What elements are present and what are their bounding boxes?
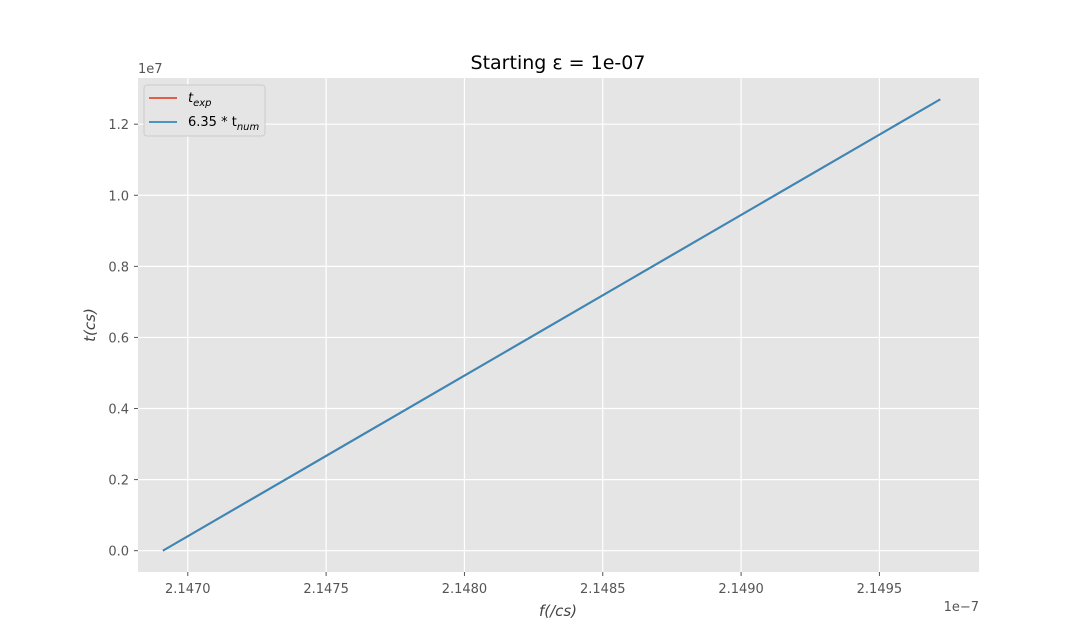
grid: [138, 78, 979, 572]
legend: texp 6.35 * tnum: [143, 84, 266, 137]
y-tick-label: 0.4: [108, 403, 129, 418]
x-tick-label: 2.1495: [857, 582, 903, 597]
y-tick-label: 0.0: [108, 545, 129, 560]
y-tick-label: 1.0: [108, 189, 129, 204]
x-offset-label: 1e−7: [944, 600, 979, 615]
y-axis-ticks: 0.0 0.2 0.4 0.6 0.8 1.0 1.2: [108, 118, 138, 560]
x-tick-label: 2.1485: [580, 582, 626, 597]
y-tick-label: 0.2: [108, 474, 129, 489]
x-tick-label: 2.1470: [165, 582, 211, 597]
x-tick-label: 2.1475: [303, 582, 349, 597]
y-tick-label: 0.6: [108, 331, 129, 346]
x-axis-label: f(/cs): [539, 602, 577, 620]
x-tick-label: 2.1490: [718, 582, 764, 597]
chart-title: Starting ε = 1e-07: [471, 52, 646, 74]
series-layer: [162, 98, 941, 552]
x-tick-label: 2.1480: [442, 582, 488, 597]
series-line-1: [162, 98, 941, 552]
x-axis-ticks: 2.1470 2.1475 2.1480 2.1485 2.1490 2.1495: [165, 572, 902, 597]
y-axis-label: t(cs): [81, 308, 99, 342]
legend-label-t-num: 6.35 * tnum: [188, 115, 259, 133]
y-offset-label: 1e7: [138, 62, 163, 77]
legend-label-t-exp: texp: [188, 91, 212, 109]
plot-area: [138, 78, 979, 572]
y-tick-label: 0.8: [108, 260, 129, 275]
y-tick-label: 1.2: [108, 118, 129, 133]
